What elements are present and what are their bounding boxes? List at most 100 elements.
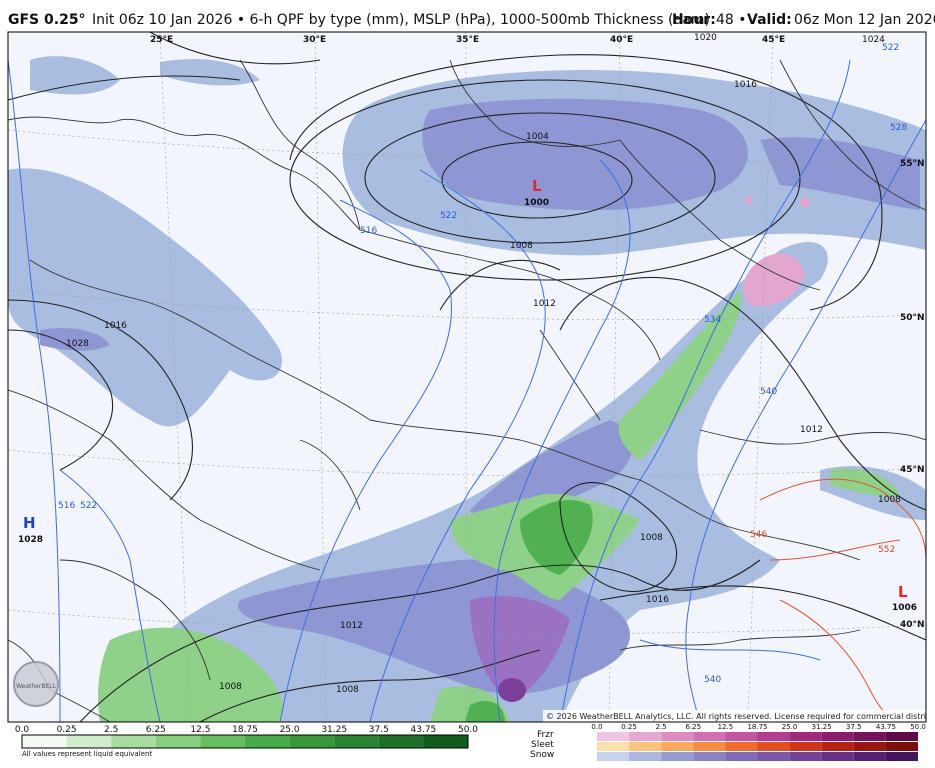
rain-scale-label: 37.5 (369, 725, 389, 735)
precip-snow-heavy-shape (498, 678, 526, 702)
thickness-lines-warm-shape (759, 478, 926, 561)
rain-scale-label: 18.75 (232, 725, 258, 735)
isobars-shape (364, 112, 716, 244)
isobar-label: 1016 (104, 321, 127, 331)
borders-shape (8, 116, 361, 231)
rain-scale-label: 6.25 (146, 725, 166, 735)
graticule-shape (159, 32, 191, 722)
thickness-label: 552 (878, 545, 895, 555)
rain-swatch (378, 735, 424, 748)
isobar-label: 1008 (640, 533, 663, 543)
rain-scale-label: 0.0 (15, 725, 30, 735)
type-swatch (853, 732, 886, 741)
type-swatch (629, 732, 662, 741)
type-scale-label: 50.0 (910, 723, 926, 731)
copyright-backdrop (543, 710, 926, 722)
type-swatch (693, 742, 726, 751)
hour-label: Hour: (672, 12, 716, 28)
type-scale-label: 2.5 (656, 723, 667, 731)
type-swatch (821, 742, 854, 751)
borders-shape (59, 559, 211, 681)
isobars-shape (599, 585, 926, 641)
borders (8, 59, 926, 722)
type-scale-label: 25.0 (782, 723, 798, 731)
rain-swatch (200, 735, 245, 748)
type-label: Sleet (531, 740, 554, 750)
isobar-label: 1008 (878, 495, 901, 505)
precip-rain-moderate-shape (465, 701, 505, 722)
rain-legend: 0.0 0.25 2.5 6.25 12.5 18.75 25.0 31.25 37.5 43.7… (15, 725, 478, 749)
isobar-label: 1008 (510, 241, 533, 251)
copyright: © 2026 WeatherBELL Analytics, LLC. All r… (546, 712, 935, 721)
type-swatch (629, 752, 662, 761)
isobars-shape (441, 141, 633, 219)
precip-rain-light-shape (30, 56, 120, 95)
type-swatch (853, 742, 886, 751)
low-pressure: 1000 (524, 198, 549, 208)
isobar-label: 1012 (800, 425, 823, 435)
low-pressure: 1006 (892, 603, 917, 613)
type-scale-label: 12.5 (718, 723, 734, 731)
thickness-lines-shape (279, 199, 452, 722)
rain-swatch (245, 735, 290, 748)
precip-rain-shape (618, 290, 741, 460)
borders-shape (619, 139, 821, 291)
logo-text: WeatherBELL (16, 683, 57, 690)
rain-swatch (334, 735, 379, 748)
type-scale-label: 0.0 (591, 723, 602, 731)
thickness-lines-shape (639, 639, 821, 661)
type-swatch (757, 732, 790, 741)
thickness-label: 540 (760, 387, 777, 397)
isobar-label: 1016 (734, 80, 757, 90)
type-swatch (693, 732, 726, 741)
type-swatch (853, 752, 886, 761)
isobars-shape (289, 54, 883, 311)
isobar-label: 1028 (66, 339, 89, 349)
thickness-label: 534 (704, 315, 721, 325)
isobars-shape (8, 75, 241, 101)
isobar-label: 1016 (646, 595, 669, 605)
type-swatch (661, 742, 694, 751)
type-swatch (789, 742, 822, 751)
latitude-label: 45°N (900, 465, 925, 475)
borders-shape (699, 429, 926, 445)
type-swatch (597, 742, 630, 751)
type-scale-label: 43.75 (876, 723, 896, 731)
type-scale-label: 37.5 (846, 723, 862, 731)
isobars-shape (8, 329, 114, 471)
latitude-label: 50°N (900, 313, 925, 323)
map-frame (7, 31, 927, 723)
thickness-lines-shape (59, 469, 161, 722)
logo: WeatherBELL (13, 661, 59, 707)
borders-shape (199, 519, 321, 571)
rain-scale-label: 25.0 (280, 725, 300, 735)
rain-scale-label: 2.5 (104, 725, 118, 735)
rain-scale-label: 31.25 (321, 725, 347, 735)
type-swatch (725, 732, 758, 741)
isobar-labels: 1004 1008 1012 1016 1016 1020 1024 1028 … (66, 33, 901, 695)
longitude-label: 45°E (762, 35, 785, 45)
rain-scale-label: 0.25 (57, 725, 77, 735)
thickness-lines-shape (493, 159, 631, 722)
low-symbol: L (532, 177, 542, 195)
precip-freezing-rain-shape (743, 253, 805, 307)
type-swatch (725, 752, 758, 761)
thickness-lines-shape (8, 59, 61, 722)
model-name: GFS 0.25° (8, 12, 86, 28)
type-swatch (885, 752, 918, 761)
isobars-shape (289, 79, 801, 281)
longitude-label: 25°E (150, 35, 173, 45)
thickness-label: 540 (704, 675, 721, 685)
precip-rain-light-shape (8, 168, 282, 427)
precip-snow-moderate-shape (40, 328, 110, 351)
isobar-label: 1012 (533, 299, 556, 309)
type-scale-label: 18.75 (747, 723, 767, 731)
borders-shape (239, 59, 361, 231)
thickness-lines-shape (685, 119, 926, 722)
graticule-shape (608, 32, 621, 722)
type-swatch (885, 742, 918, 751)
thickness-label: 522 (80, 501, 97, 511)
isobar-label: 1008 (336, 685, 359, 695)
rain-scale-label: 50.0 (458, 725, 478, 735)
